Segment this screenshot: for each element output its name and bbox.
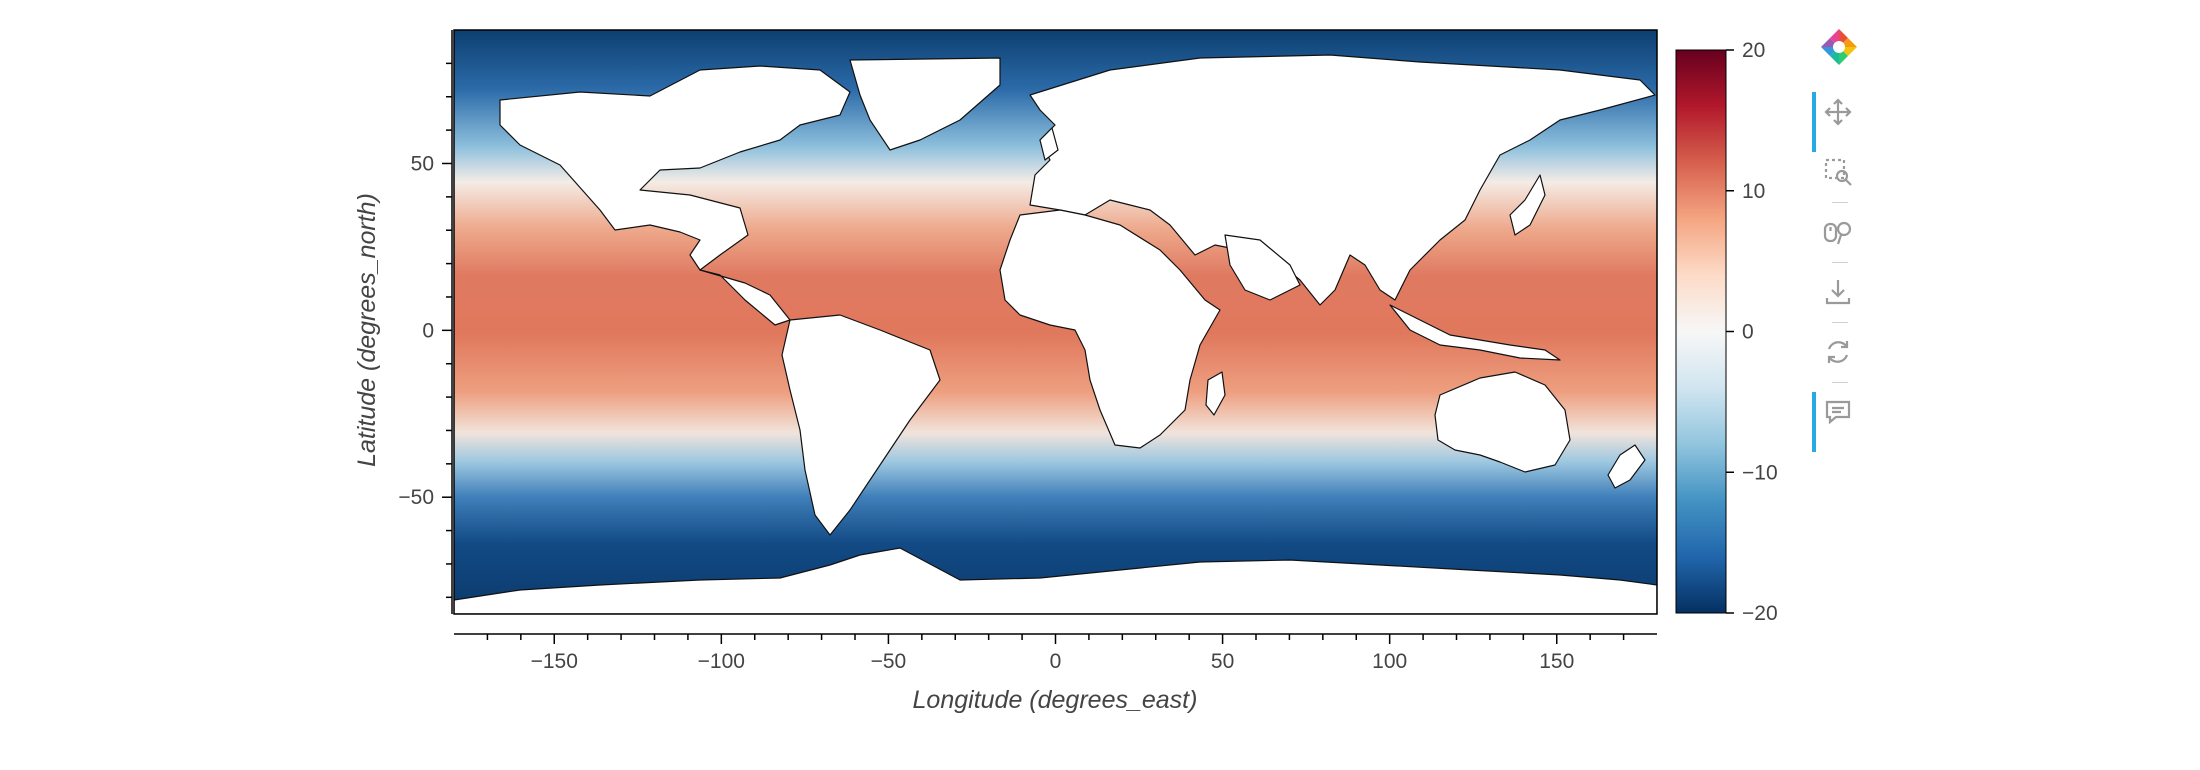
x-tick-label: −50: [871, 650, 907, 673]
wheel-zoom-icon: [1823, 221, 1852, 245]
africa-land: [999, 209, 1221, 449]
y-tick-label: −50: [398, 486, 434, 509]
x-axis-ticks: −150 −100 −50 0 50 100 150: [486, 634, 1625, 673]
north-america-land: [499, 65, 851, 271]
x-tick-label: 0: [1050, 650, 1062, 673]
x-tick-label: 50: [1211, 650, 1234, 673]
y-tick-label: 50: [411, 152, 434, 175]
x-axis-title: Longitude (degrees_east): [913, 686, 1198, 714]
central-america-land: [699, 269, 791, 326]
x-tick-label: −150: [531, 650, 578, 673]
bokeh-logo-icon[interactable]: [1818, 26, 1860, 68]
eurasia-land: [1029, 54, 1656, 306]
uk-land: [1039, 127, 1059, 161]
madagascar-land: [1205, 371, 1226, 416]
arabia-land: [1224, 234, 1301, 301]
toolbar-separator: [1832, 322, 1848, 323]
indonesia-land: [1389, 304, 1561, 361]
greenland-land: [849, 57, 1001, 151]
colorbar: [1675, 49, 1727, 614]
x-tick-label: 150: [1539, 650, 1574, 673]
y-tick-label: 0: [422, 319, 434, 342]
box-zoom-icon: [1824, 158, 1852, 186]
south-america-land: [781, 314, 941, 536]
australia-land: [1434, 371, 1571, 473]
colorbar-tick-label: 10: [1742, 180, 1765, 203]
x-tick-label: −100: [698, 650, 745, 673]
plot-frame: [453, 29, 1658, 615]
colorbar-ticks: 20 10 0 −10 −20: [1726, 39, 1778, 625]
japan-land: [1509, 174, 1546, 236]
y-axis-title: Latitude (degrees_north): [353, 193, 381, 467]
antarctica-land: [454, 547, 1657, 614]
toolbar-separator: [1832, 202, 1848, 203]
reset-tool-button[interactable]: [1818, 332, 1858, 372]
hover-icon: [1825, 400, 1851, 425]
download-icon: [1825, 280, 1851, 305]
box-zoom-tool-button[interactable]: [1818, 152, 1858, 192]
y-axis-ticks: 50 0 −50: [398, 62, 452, 599]
hover-tool-button[interactable]: [1812, 392, 1858, 452]
colorbar-tick-label: −10: [1742, 461, 1778, 484]
toolbar: [1810, 26, 1860, 466]
save-tool-button[interactable]: [1818, 272, 1858, 312]
pan-tool-button[interactable]: [1812, 92, 1858, 152]
toolbar-separator: [1832, 382, 1848, 383]
wheel-zoom-tool-button[interactable]: [1818, 212, 1858, 252]
reset-icon: [1827, 341, 1849, 363]
new-zealand-land: [1607, 444, 1646, 489]
toolbar-separator: [1832, 262, 1848, 263]
x-tick-label: 100: [1372, 650, 1407, 673]
colorbar-tick-label: 20: [1742, 39, 1765, 62]
colorbar-tick-label: −20: [1742, 602, 1778, 625]
colorbar-tick-label: 0: [1742, 321, 1754, 344]
land-masses: [454, 54, 1657, 614]
move-icon: [1824, 98, 1852, 126]
